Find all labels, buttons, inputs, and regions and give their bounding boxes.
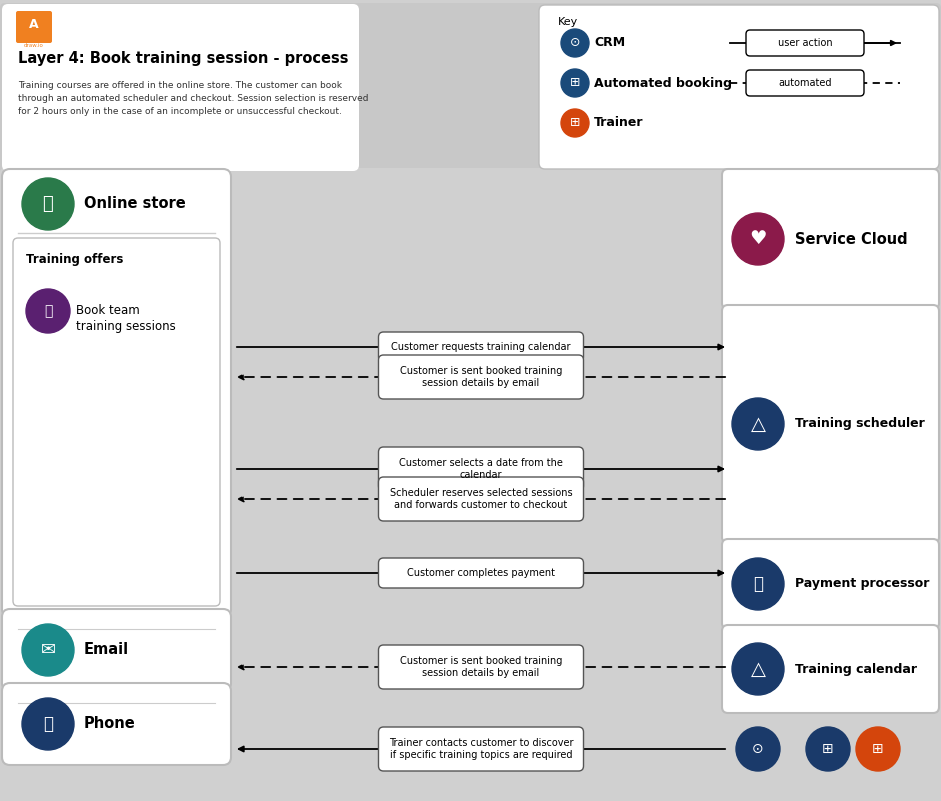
Circle shape (732, 643, 784, 695)
Text: Customer selects a date from the
calendar: Customer selects a date from the calenda… (399, 457, 563, 481)
FancyBboxPatch shape (0, 168, 941, 801)
Text: Email: Email (84, 642, 129, 658)
Text: user action: user action (777, 38, 832, 48)
Circle shape (736, 727, 780, 771)
Text: Scheduler reserves selected sessions
and forwards customer to checkout: Scheduler reserves selected sessions and… (390, 488, 572, 510)
FancyBboxPatch shape (378, 645, 583, 689)
Circle shape (732, 213, 784, 265)
Circle shape (732, 558, 784, 610)
Text: Key: Key (558, 17, 579, 27)
Text: draw.io: draw.io (24, 43, 44, 48)
FancyBboxPatch shape (2, 169, 231, 617)
Text: ⊞: ⊞ (569, 77, 581, 90)
Circle shape (22, 178, 74, 230)
Text: △: △ (751, 659, 765, 678)
FancyBboxPatch shape (539, 5, 939, 169)
FancyBboxPatch shape (722, 169, 939, 309)
Text: Ⓜ: Ⓜ (753, 575, 763, 593)
Text: Training offers: Training offers (26, 253, 123, 266)
Text: Trainer: Trainer (594, 116, 644, 130)
FancyBboxPatch shape (2, 609, 231, 691)
Text: Trainer contacts customer to discover
if specific training topics are required: Trainer contacts customer to discover if… (389, 738, 573, 760)
Text: Customer completes payment: Customer completes payment (407, 568, 555, 578)
Text: Automated booking: Automated booking (594, 77, 732, 90)
Circle shape (561, 29, 589, 57)
FancyBboxPatch shape (13, 238, 220, 606)
FancyBboxPatch shape (0, 3, 941, 173)
Text: automated: automated (778, 78, 832, 88)
FancyBboxPatch shape (2, 4, 359, 171)
FancyBboxPatch shape (378, 558, 583, 588)
Circle shape (856, 727, 900, 771)
FancyBboxPatch shape (378, 447, 583, 491)
Circle shape (26, 289, 70, 333)
FancyBboxPatch shape (722, 625, 939, 713)
Text: Layer 4: Book training session - process: Layer 4: Book training session - process (18, 51, 348, 66)
Text: training sessions: training sessions (76, 320, 176, 333)
Text: CRM: CRM (594, 37, 625, 50)
Text: 📱: 📱 (43, 715, 53, 733)
Text: ♥: ♥ (749, 230, 767, 248)
FancyBboxPatch shape (378, 355, 583, 399)
Circle shape (561, 69, 589, 97)
Circle shape (22, 624, 74, 676)
Text: ⊞: ⊞ (569, 116, 581, 130)
FancyBboxPatch shape (746, 30, 864, 56)
Text: 🎓: 🎓 (44, 304, 52, 318)
Text: ⊙: ⊙ (752, 742, 764, 756)
FancyBboxPatch shape (378, 727, 583, 771)
Text: ⊞: ⊞ (872, 742, 884, 756)
FancyBboxPatch shape (722, 305, 939, 543)
Circle shape (732, 398, 784, 450)
Text: Service Cloud: Service Cloud (795, 231, 908, 247)
Text: ⊞: ⊞ (822, 742, 834, 756)
Circle shape (806, 727, 850, 771)
Circle shape (561, 109, 589, 137)
FancyBboxPatch shape (378, 332, 583, 362)
FancyBboxPatch shape (378, 477, 583, 521)
Text: Customer is sent booked training
session details by email: Customer is sent booked training session… (400, 655, 562, 678)
Text: Training calendar: Training calendar (795, 662, 917, 675)
Text: Training scheduler: Training scheduler (795, 417, 925, 430)
Text: 🛒: 🛒 (42, 195, 54, 213)
Circle shape (22, 698, 74, 750)
FancyBboxPatch shape (722, 539, 939, 629)
Text: ⊙: ⊙ (569, 37, 581, 50)
Text: ✉: ✉ (40, 641, 56, 659)
FancyBboxPatch shape (2, 683, 231, 765)
Text: Phone: Phone (84, 717, 136, 731)
Text: Customer is sent booked training
session details by email: Customer is sent booked training session… (400, 365, 562, 388)
Text: Customer requests training calendar: Customer requests training calendar (391, 342, 571, 352)
FancyBboxPatch shape (746, 70, 864, 96)
FancyBboxPatch shape (16, 11, 52, 43)
Text: Training courses are offered in the online store. The customer can book
through : Training courses are offered in the onli… (18, 81, 369, 116)
Text: Online store: Online store (84, 196, 185, 211)
Text: A: A (29, 18, 39, 31)
Text: △: △ (751, 414, 765, 433)
Text: Payment processor: Payment processor (795, 578, 930, 590)
Text: Book team: Book team (76, 304, 140, 317)
